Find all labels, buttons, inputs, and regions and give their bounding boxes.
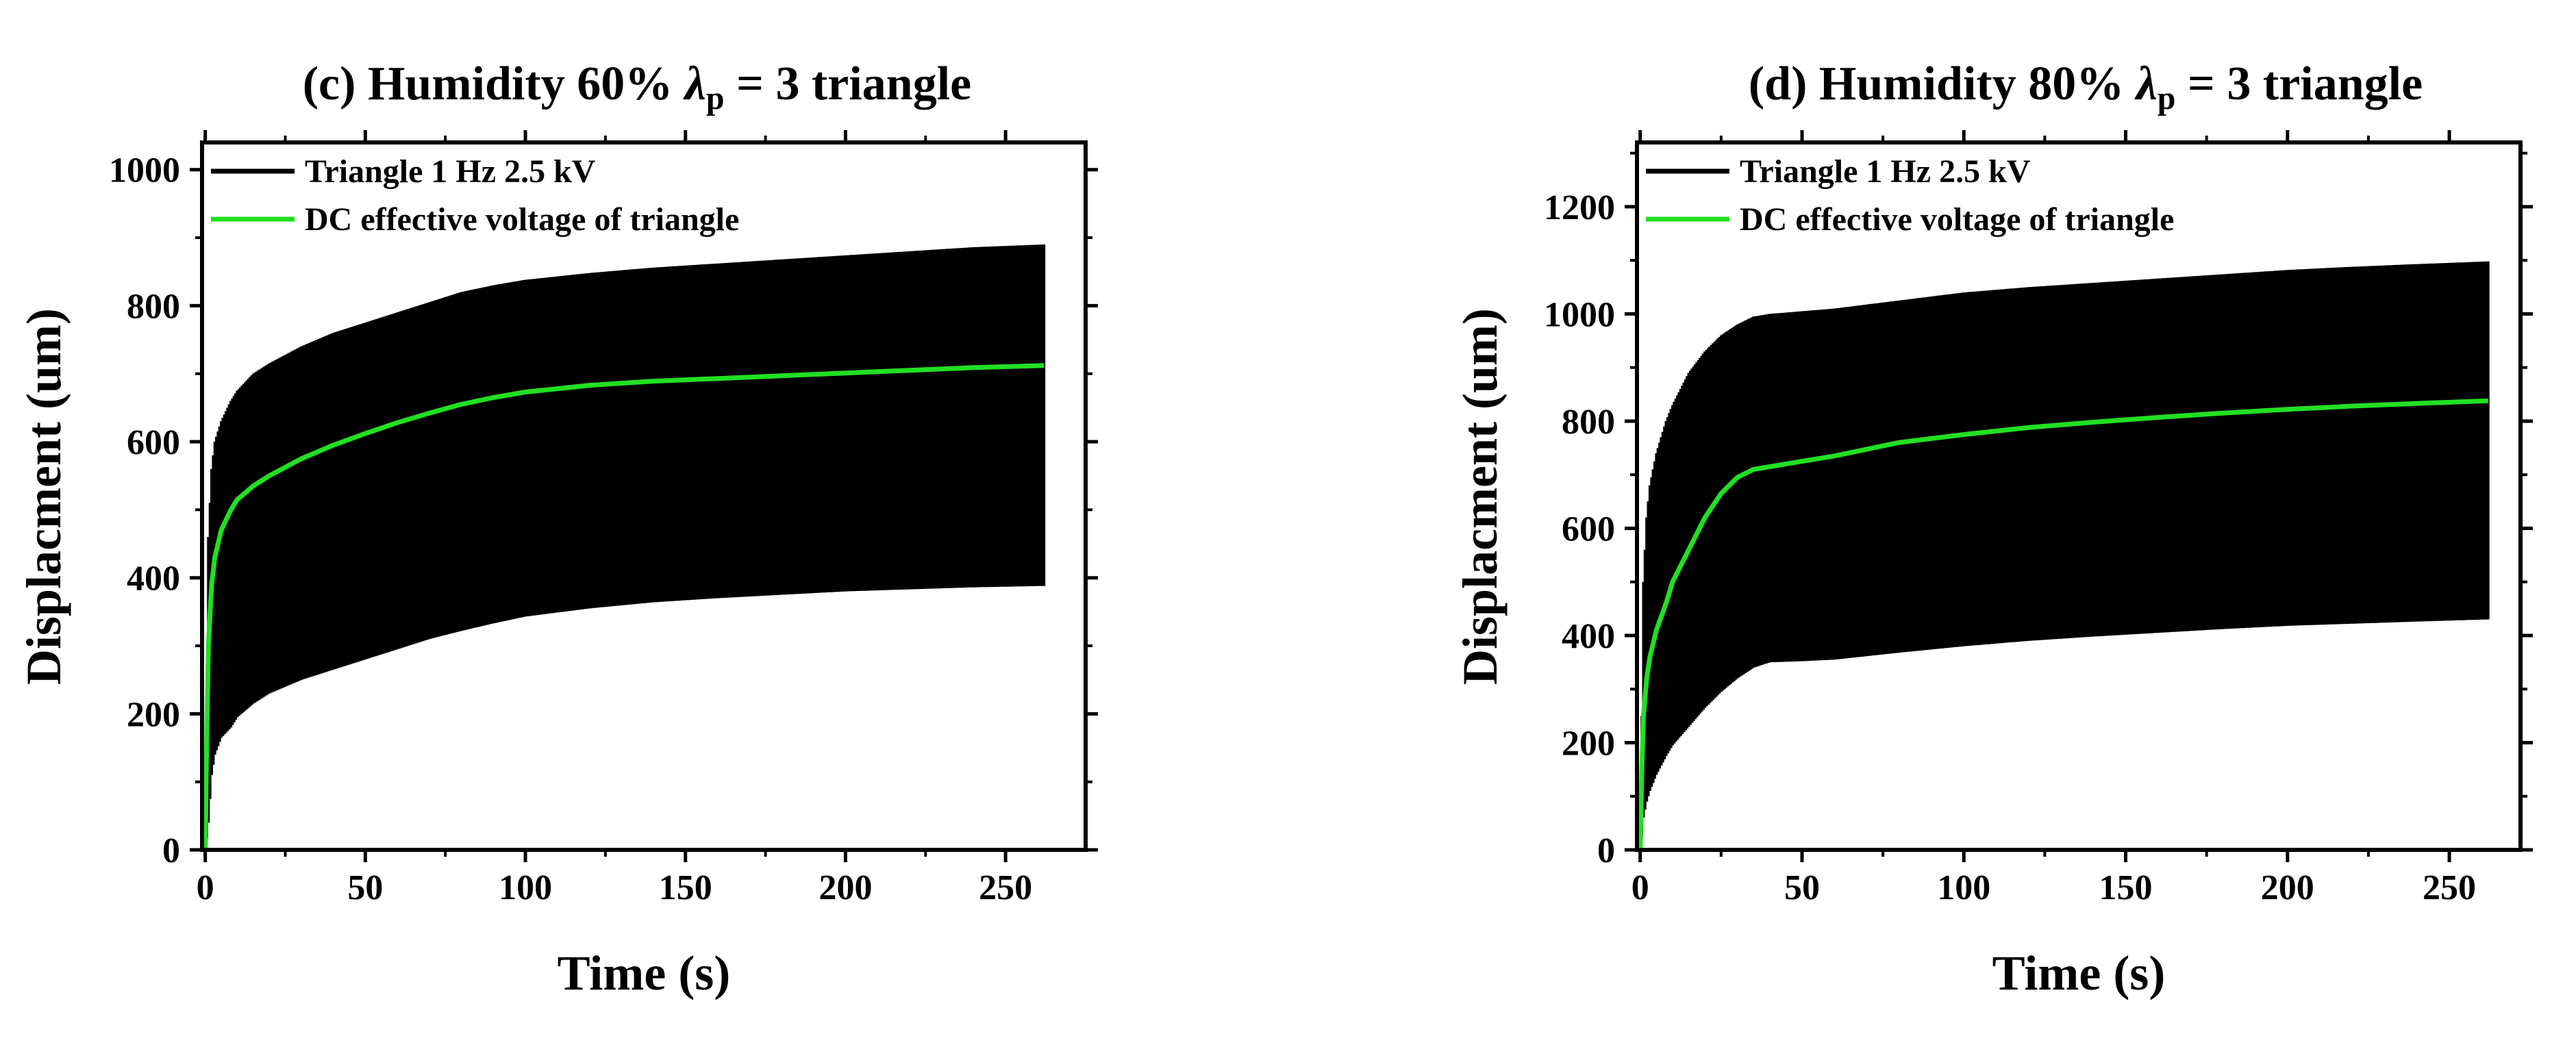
y-tick-label: 400 — [127, 560, 180, 599]
legend-label-dc: DC effective voltage of triangle — [1740, 201, 2174, 238]
y-tick-label: 800 — [127, 287, 180, 326]
x-tick-label: 150 — [2099, 868, 2153, 907]
x-axis-title: Time (s) — [558, 946, 731, 1001]
x-tick-label: 100 — [499, 868, 552, 907]
y-tick-label: 1000 — [1544, 295, 1615, 334]
x-tick-label: 50 — [347, 868, 383, 907]
legend: Triangle 1 Hz 2.5 kV DC effective voltag… — [1646, 153, 2174, 238]
legend: Triangle 1 Hz 2.5 kV DC effective voltag… — [211, 153, 739, 238]
y-tick-label: 600 — [127, 423, 180, 462]
y-tick-label: 400 — [1562, 617, 1615, 656]
x-tick-label: 50 — [1784, 868, 1820, 907]
chart-title: (d) Humidity 80% λp = 3 triangle — [1749, 58, 2423, 116]
series-dc-effective-line — [203, 363, 1045, 851]
chart-panel-d: (d) Humidity 80% λp = 3 triangle 0 50 100 1… — [1453, 58, 2533, 1001]
x-tick-label: 0 — [1631, 868, 1649, 907]
y-axis-title: Displacment (um) — [1453, 308, 1508, 685]
x-tick-label: 0 — [197, 868, 214, 907]
x-axis-title: Time (s) — [1992, 946, 2166, 1001]
series-triangle-oscillation — [203, 244, 1046, 851]
legend-label-triangle: Triangle 1 Hz 2.5 kV — [1740, 153, 2031, 190]
y-tick-label: 800 — [1562, 403, 1615, 442]
y-tick-label: 1000 — [109, 151, 180, 190]
x-tick-label: 200 — [2261, 868, 2314, 907]
y-tick-label: 200 — [1562, 724, 1615, 763]
legend-label-triangle: Triangle 1 Hz 2.5 kV — [305, 153, 596, 190]
x-tick-label: 200 — [818, 868, 872, 907]
plot-frame — [200, 140, 1088, 852]
x-tick-label: 150 — [659, 868, 712, 907]
y-tick-label: 0 — [162, 831, 180, 870]
y-tick-label: 0 — [1597, 831, 1615, 870]
y-axis-title: Displacment (um) — [16, 308, 71, 685]
y-tick-label: 600 — [1562, 510, 1615, 549]
x-tick-label: 250 — [2423, 868, 2476, 907]
y-tick-label: 1200 — [1544, 188, 1615, 227]
x-tick-label: 100 — [1937, 868, 1990, 907]
y-tick-label: 200 — [127, 695, 180, 734]
series-triangle-oscillation — [1638, 261, 2490, 851]
x-tick-label: 250 — [979, 868, 1032, 907]
chart-panel-c: (c) Humidity 60% λp = 3 triangle 0 50 100 1… — [16, 58, 1098, 1001]
plot-frame — [1635, 140, 2523, 852]
series-dc-effective-line — [1638, 398, 2488, 851]
legend-label-dc: DC effective voltage of triangle — [305, 201, 739, 238]
chart-title: (c) Humidity 60% λp = 3 triangle — [303, 58, 971, 116]
